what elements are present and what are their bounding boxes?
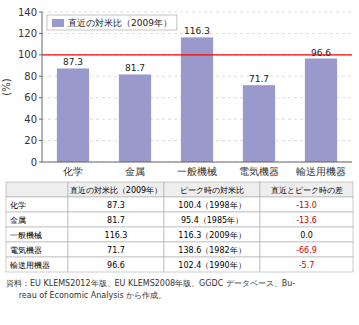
grid-line [42, 12, 352, 13]
grid [42, 12, 352, 162]
table-cell: 0.0 [300, 231, 313, 240]
table-cell-bg [260, 197, 353, 212]
table-header-cell [164, 182, 260, 197]
bar [305, 59, 337, 163]
table-cell: -66.9 [296, 246, 317, 255]
table-cell: 一般機械 [10, 231, 42, 240]
legend: 直近の対米比（2009年） [47, 15, 177, 30]
table-cell-bg [164, 242, 260, 257]
y-tick-label: 0 [31, 157, 37, 168]
table-cell-bg [164, 257, 260, 272]
y-tick-label: 100 [18, 49, 37, 60]
data-label: 96.6 [311, 48, 331, 58]
table-cell-bg [68, 197, 164, 212]
table-cell-bg [164, 212, 260, 227]
table-cell-bg [164, 197, 260, 212]
grid-line [42, 54, 352, 55]
y-axis [42, 12, 43, 162]
source-note: reau of Economic Analysis から作成。 [6, 291, 166, 300]
bars [57, 37, 337, 162]
reference-line [42, 54, 352, 55]
reference-group [42, 54, 352, 55]
y-tick-label: 80 [24, 71, 37, 82]
x-tick-label: 一般機械 [177, 166, 217, 177]
bar [119, 74, 151, 162]
y-tick-label: 120 [18, 28, 37, 39]
table-header-cell [6, 182, 68, 197]
table-cell: 71.7 [107, 246, 125, 255]
source-note: 資料：EU KLEMS2012年版、EU KLEMS2008年版、GGDC デー… [6, 279, 295, 288]
x-tick-label: 電気機器 [239, 166, 279, 177]
x-tick-label: 化学 [63, 166, 83, 177]
table-cell: 95.4（1985年） [181, 216, 243, 225]
x-axis [42, 162, 352, 163]
table-cell-bg [68, 212, 164, 227]
table-cell-bg [260, 227, 353, 242]
table-cell: 100.4（1998年） [178, 201, 245, 210]
table-cell: 116.3 [105, 231, 128, 240]
table-cell-bg [6, 197, 68, 212]
table-cell-bg [260, 212, 353, 227]
legend-frame [47, 15, 177, 30]
data-label: 116.3 [184, 26, 210, 36]
legend-label: 直近の対米比（2009年） [68, 18, 172, 28]
table-cell-bg [6, 242, 68, 257]
table-cell: 102.4（1990年） [178, 261, 245, 270]
x-tick-label: 金属 [125, 166, 145, 177]
y-axis-label: (%) [1, 78, 12, 95]
table-header: 直近とピーク時の差 [271, 186, 343, 195]
table-cell: 金属 [10, 216, 26, 225]
bar [243, 85, 275, 162]
table-header: 直近の対米比（2009年） [70, 186, 162, 195]
table-cell: 電気機器 [10, 246, 42, 255]
y-tick-label: 140 [18, 7, 37, 18]
table-cell-bg [6, 257, 68, 272]
table-cell-bg [164, 227, 260, 242]
table-cell: 87.3 [107, 201, 125, 210]
table-cell: 116.3（2009年） [178, 231, 245, 240]
bar [181, 37, 213, 162]
table-cell-bg [6, 227, 68, 242]
x-tick-label: 輸送用機器 [296, 166, 346, 177]
y-tick-label: 60 [24, 92, 37, 103]
y-tick-label: 40 [24, 114, 37, 125]
bar [57, 68, 89, 162]
table-cell: -13.6 [296, 216, 317, 225]
grid-line [42, 162, 352, 163]
legend-swatch [52, 19, 64, 27]
table-header: ピーク時の対米比 [180, 186, 244, 195]
table-cell-bg [68, 227, 164, 242]
table-cell: 化学 [10, 201, 26, 210]
y-tick-label: 20 [24, 135, 37, 146]
data-label: 81.7 [125, 63, 145, 73]
table-header-cell [260, 182, 353, 197]
table: 直近の対米比（2009年） ピーク時の対米比 直近とピーク時の差化学 87.3 100.… [6, 182, 353, 272]
table-header-cell [68, 182, 164, 197]
table-cell: 138.6（1982年） [178, 246, 245, 255]
table-cell: -13.0 [296, 201, 317, 210]
table-cell: 96.6 [107, 261, 125, 270]
table-cell-bg [260, 257, 353, 272]
table-cell-bg [6, 212, 68, 227]
table-cell-bg [260, 242, 353, 257]
data-label: 71.7 [249, 74, 269, 84]
table-cell: -5.7 [299, 261, 315, 270]
data-label: 87.3 [63, 57, 83, 67]
table-cell: 輸送用機器 [10, 261, 50, 270]
table-cell: 81.7 [107, 216, 125, 225]
table-cell-bg [68, 257, 164, 272]
table-cell-bg [68, 242, 164, 257]
